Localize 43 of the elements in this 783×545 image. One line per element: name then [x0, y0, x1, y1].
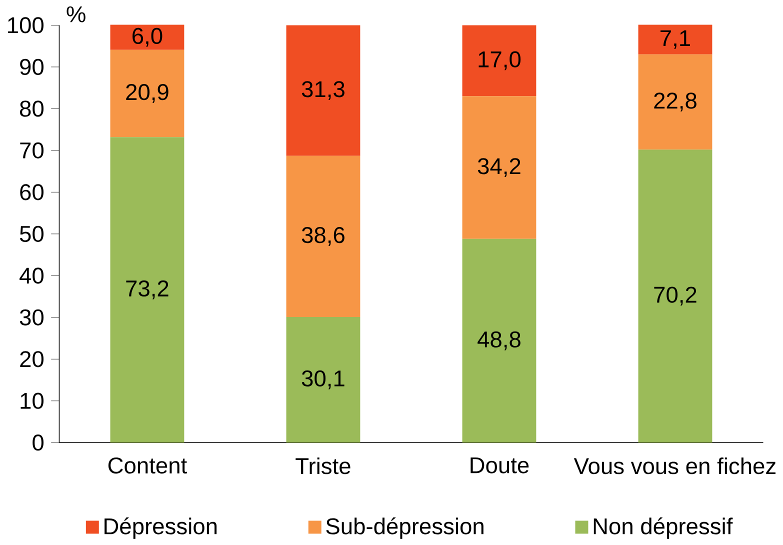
- bar: [638, 150, 712, 443]
- bar: [286, 25, 360, 156]
- data-label: 17,0: [478, 51, 521, 70]
- bar: [462, 239, 536, 443]
- bar: [110, 24, 184, 50]
- y-tick-label: 20: [20, 351, 44, 368]
- data-label: 20,9: [126, 84, 168, 104]
- x-tick-label: Vous vous en fichez: [574, 458, 776, 474]
- data-label: 38,6: [302, 227, 344, 246]
- bar: [110, 50, 184, 138]
- data-label: 73,2: [126, 280, 168, 300]
- y-tick-label: 30: [20, 310, 44, 326]
- bar: [638, 54, 712, 150]
- y-tick-label: 70: [20, 142, 44, 159]
- y-axis-title: %: [66, 6, 86, 22]
- data-label: 34,2: [478, 158, 520, 178]
- x-tick-label: Doute: [470, 458, 529, 474]
- legend-label: Non dépressif: [594, 518, 733, 540]
- x-tick-label: Triste: [296, 458, 350, 474]
- data-label: 22,8: [654, 92, 696, 112]
- x-tick-label: Content: [108, 458, 187, 474]
- y-tick-label: 90: [20, 59, 44, 76]
- y-tick-label: 50: [20, 226, 44, 242]
- y-tick-label: 60: [20, 184, 44, 200]
- bar: [462, 96, 536, 240]
- y-tick-label: 80: [20, 100, 44, 117]
- bar: [110, 137, 184, 443]
- bar: [286, 317, 360, 443]
- data-label: 6,0: [132, 28, 162, 47]
- bar: [638, 24, 712, 55]
- data-label: 70,2: [654, 286, 696, 306]
- y-tick-label: 100: [8, 17, 44, 34]
- y-tick-label: 40: [20, 268, 44, 284]
- y-tick-label: 0: [32, 434, 44, 451]
- legend-label: Dépression: [104, 518, 217, 540]
- data-label: 31,3: [302, 81, 344, 100]
- bar: [462, 25, 536, 96]
- data-label: 30,1: [302, 370, 344, 390]
- y-tick-label: 10: [20, 392, 44, 410]
- data-label: 7,1: [660, 30, 690, 50]
- data-label: 48,8: [478, 332, 520, 350]
- legend-label: Sub-dépression: [326, 518, 484, 540]
- bar: [286, 156, 360, 318]
